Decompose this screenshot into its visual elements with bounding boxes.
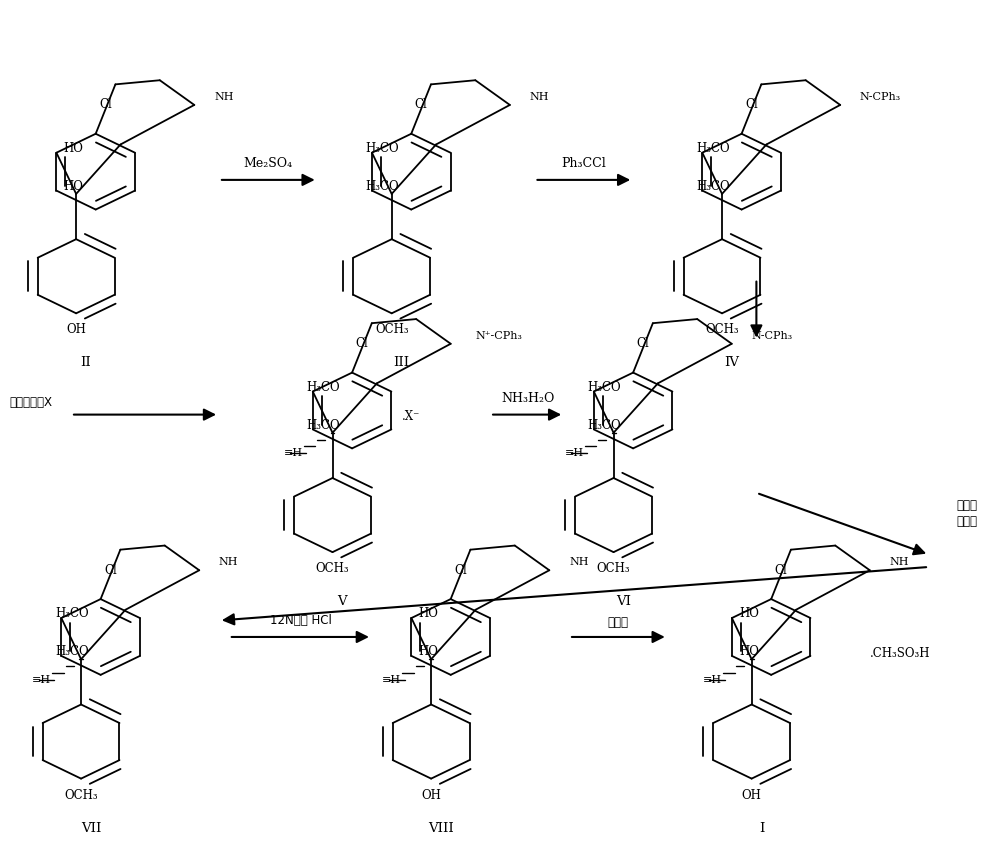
- Text: H₃CO: H₃CO: [55, 607, 89, 621]
- Text: Cl: Cl: [775, 564, 787, 577]
- Text: N⁺-CPh₃: N⁺-CPh₃: [475, 331, 522, 340]
- Text: H₃CO: H₃CO: [55, 645, 89, 658]
- Text: Cl: Cl: [415, 99, 427, 111]
- Text: HO: HO: [64, 142, 84, 155]
- Text: .CH₃SO₃H: .CH₃SO₃H: [870, 647, 930, 660]
- Text: 甲磺酸: 甲磺酸: [608, 616, 629, 629]
- Text: Cl: Cl: [356, 338, 368, 350]
- Text: Me₂SO₄: Me₂SO₄: [244, 157, 293, 170]
- Text: Cl: Cl: [99, 99, 112, 111]
- Text: III: III: [393, 356, 410, 370]
- Text: 12N饱和 HCl: 12N饱和 HCl: [270, 614, 332, 627]
- Text: H₃CO: H₃CO: [366, 142, 399, 155]
- Text: H₃CO: H₃CO: [306, 418, 340, 432]
- Text: NH: NH: [530, 92, 549, 102]
- Text: H₃CO: H₃CO: [306, 381, 340, 394]
- Text: II: II: [81, 356, 91, 370]
- Text: I: I: [759, 822, 764, 834]
- Text: OH: OH: [66, 323, 86, 336]
- Text: OCH₃: OCH₃: [705, 323, 739, 336]
- Text: VI: VI: [616, 595, 631, 608]
- Text: 冰醋酸: 冰醋酸: [957, 498, 978, 512]
- Text: V: V: [338, 595, 347, 608]
- Text: OH: OH: [421, 789, 441, 802]
- Text: HO: HO: [419, 645, 439, 658]
- Text: .X⁻: .X⁻: [402, 410, 420, 423]
- Text: 稀盐酸: 稀盐酸: [957, 515, 978, 528]
- Text: ≡H: ≡H: [284, 448, 303, 458]
- Text: NH₃H₂O: NH₃H₂O: [501, 392, 554, 406]
- Text: OCH₃: OCH₃: [375, 323, 409, 336]
- Text: IV: IV: [724, 356, 739, 370]
- Text: VII: VII: [81, 822, 101, 834]
- Text: NH: NH: [569, 557, 589, 567]
- Text: HO: HO: [739, 645, 759, 658]
- Text: H₃CO: H₃CO: [696, 180, 730, 193]
- Text: H₃CO: H₃CO: [366, 180, 399, 193]
- Text: OCH₃: OCH₃: [597, 562, 630, 575]
- Text: ≡H: ≡H: [703, 674, 722, 685]
- Text: NH: NH: [219, 557, 238, 567]
- Text: HO: HO: [419, 607, 439, 621]
- Text: 酸性拆分剂X: 酸性拆分剂X: [9, 396, 52, 408]
- Text: H₃CO: H₃CO: [696, 142, 730, 155]
- Text: HO: HO: [64, 180, 84, 193]
- Text: OH: OH: [742, 789, 762, 802]
- Text: N-CPh₃: N-CPh₃: [751, 331, 793, 340]
- Text: Cl: Cl: [104, 564, 117, 577]
- Text: ≡H: ≡H: [565, 448, 584, 458]
- Text: Ph₃CCl: Ph₃CCl: [561, 157, 606, 170]
- Text: HO: HO: [739, 607, 759, 621]
- Text: NH: NH: [890, 557, 909, 567]
- Text: OCH₃: OCH₃: [64, 789, 98, 802]
- Text: NH: NH: [214, 92, 234, 102]
- Text: Cl: Cl: [454, 564, 467, 577]
- Text: ≡H: ≡H: [32, 674, 51, 685]
- Text: H₃CO: H₃CO: [588, 381, 621, 394]
- Text: Cl: Cl: [745, 99, 758, 111]
- Text: N-CPh₃: N-CPh₃: [860, 92, 901, 102]
- Text: VIII: VIII: [428, 822, 454, 834]
- Text: Cl: Cl: [637, 338, 649, 350]
- Text: H₃CO: H₃CO: [588, 418, 621, 432]
- Text: ≡H: ≡H: [382, 674, 401, 685]
- Text: OCH₃: OCH₃: [316, 562, 349, 575]
